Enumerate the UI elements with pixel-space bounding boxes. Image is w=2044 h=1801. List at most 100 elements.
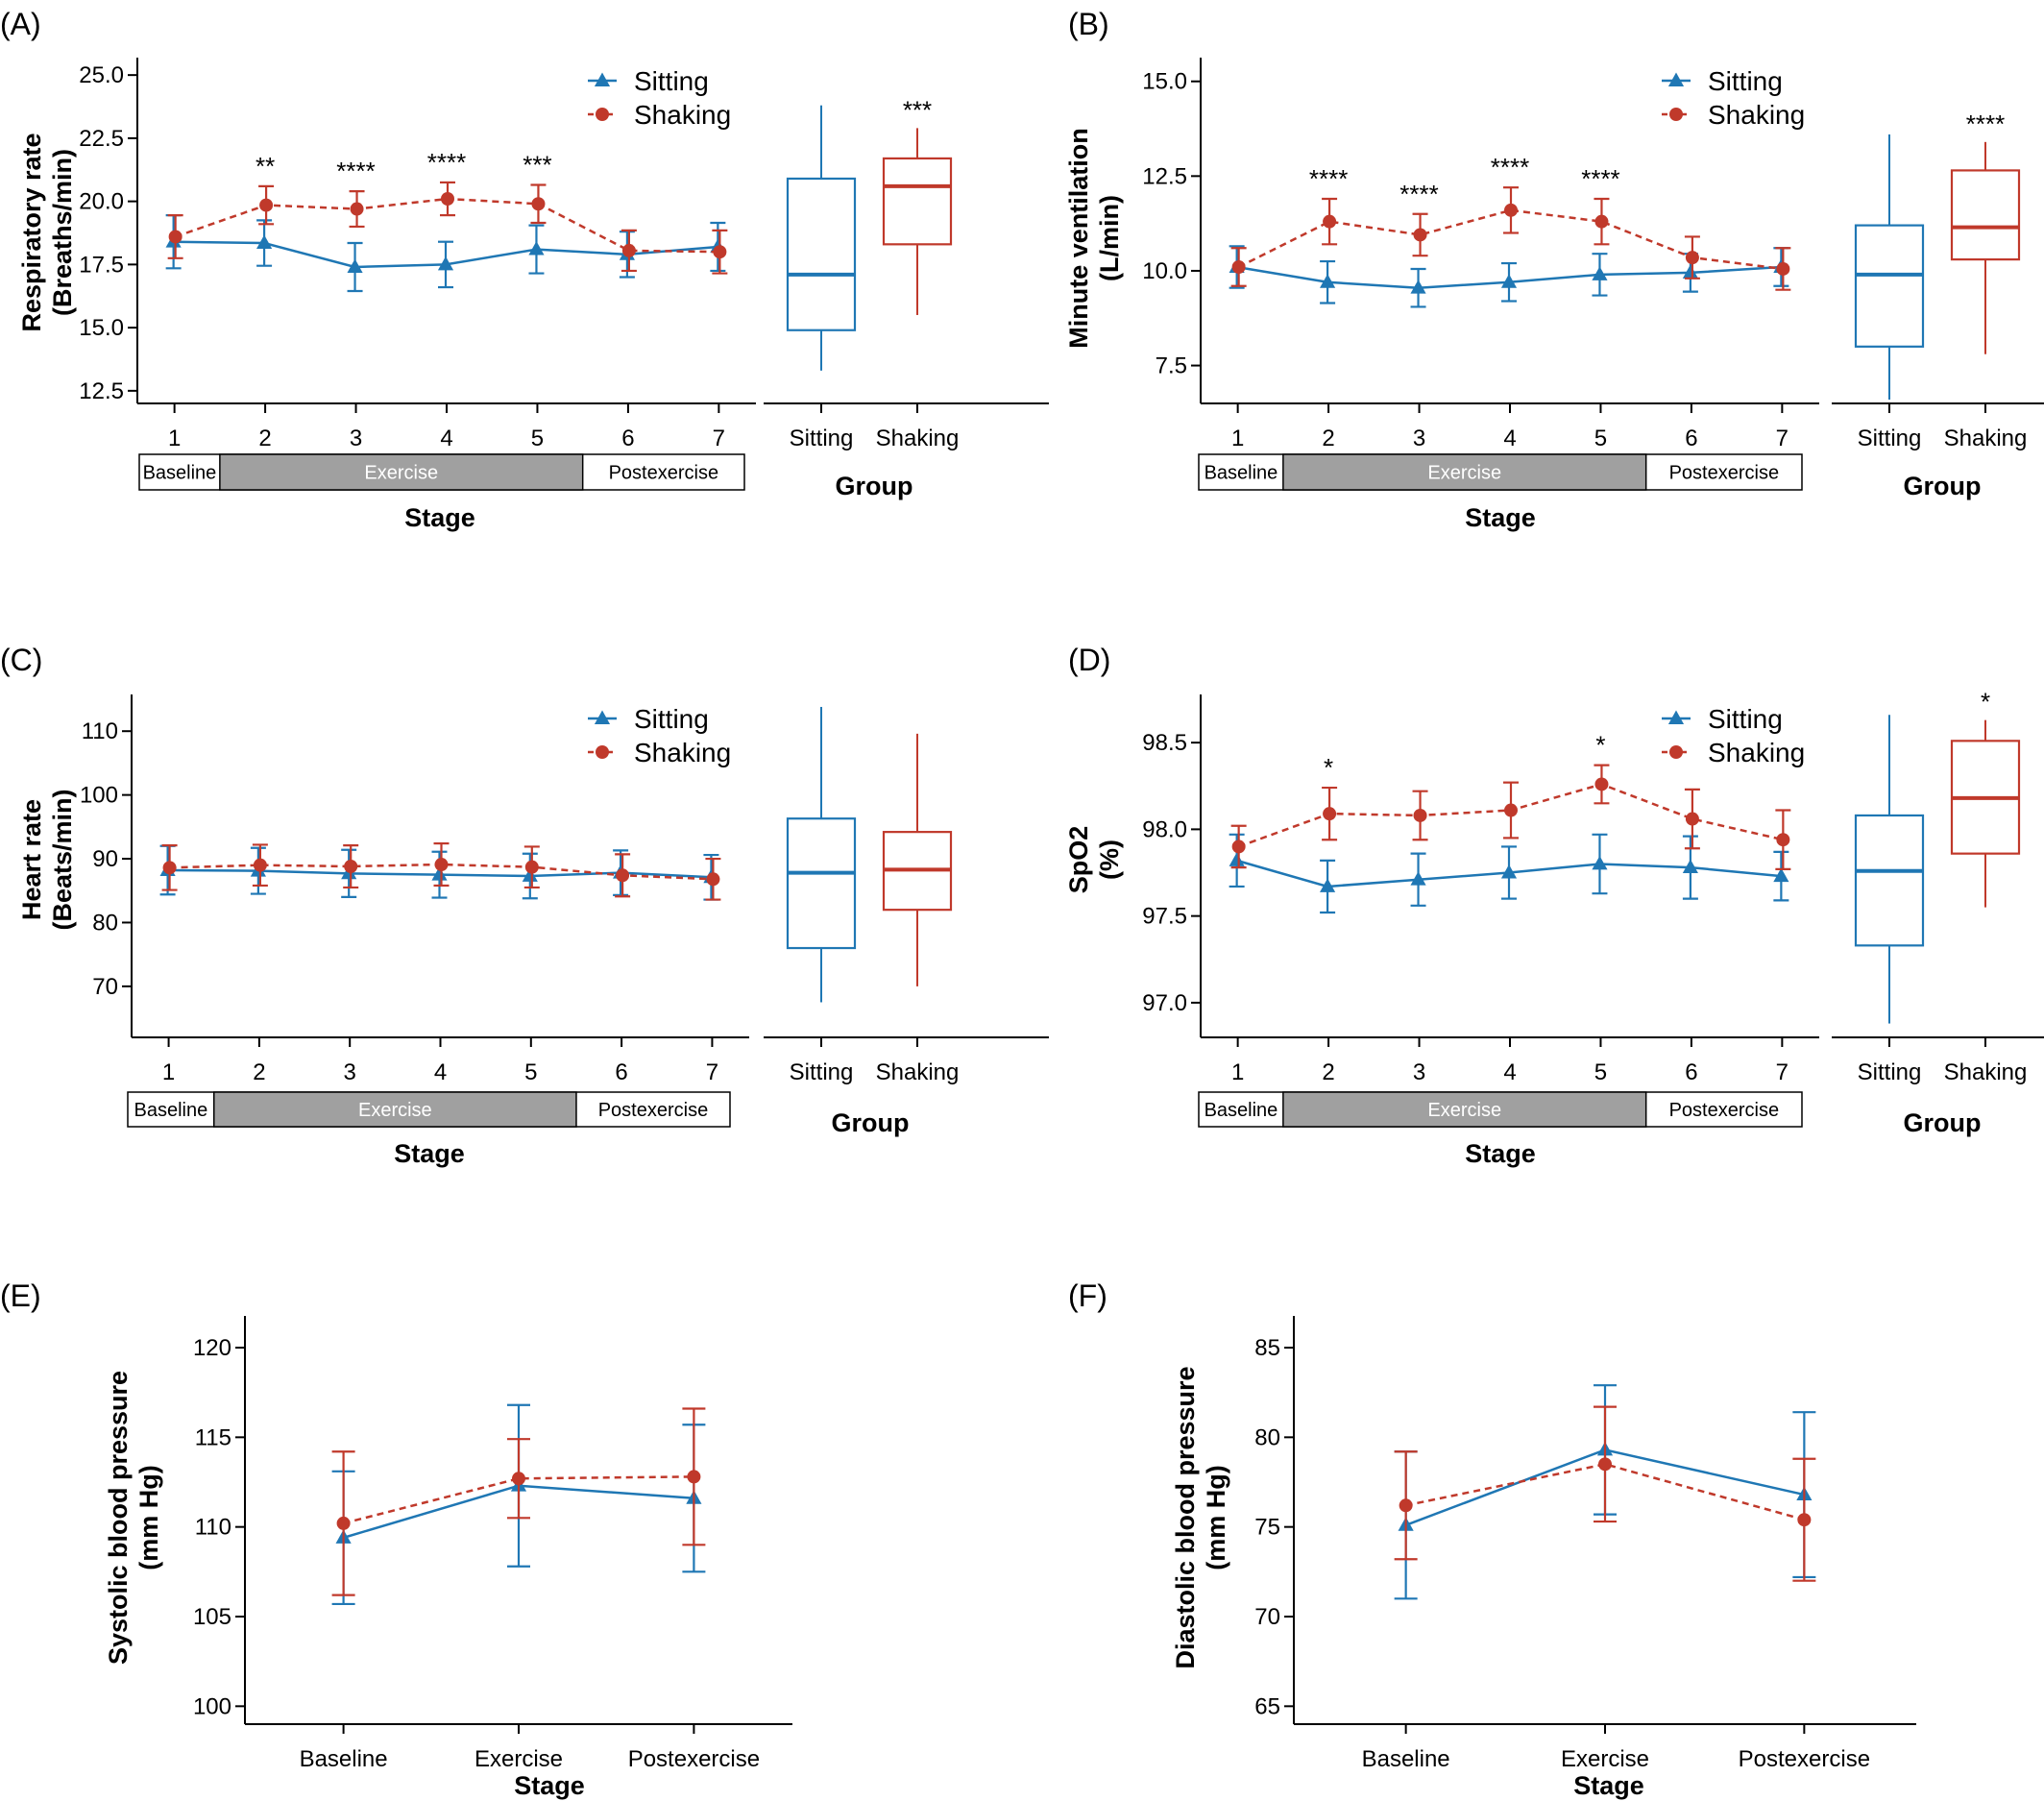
panel-label: (B) — [1068, 7, 1109, 41]
y-tick-label: 100 — [80, 783, 118, 809]
y-tick-label: 97.0 — [1142, 990, 1187, 1016]
y-tick-label: 25.0 — [79, 62, 124, 88]
x-tick-label: Postexercise — [1739, 1746, 1870, 1772]
y-tick-label: 97.5 — [1142, 904, 1187, 930]
shaking-point — [168, 230, 182, 244]
x-tick-label: Postexercise — [628, 1746, 760, 1772]
shaking-point — [1231, 260, 1246, 274]
shaking-point — [1776, 261, 1790, 276]
x-tick-label: 1 — [1231, 1059, 1244, 1085]
sitting-point — [347, 258, 363, 273]
shaking-point — [706, 872, 720, 887]
shaking-point — [441, 192, 454, 206]
x-tick-label: 3 — [344, 1059, 356, 1085]
legend-sitting-label: Sitting — [634, 704, 709, 734]
shaking-point — [1797, 1513, 1812, 1527]
sitting-point — [1320, 878, 1336, 892]
legend-shaking-marker — [596, 108, 609, 121]
y-tick-label: 70 — [1254, 1604, 1280, 1630]
shaking-point — [1413, 808, 1427, 822]
y-tick-label: 80 — [92, 910, 118, 936]
boxplot-significance-marker: * — [1981, 688, 1990, 717]
sitting-point — [1592, 855, 1608, 870]
boxplot-x-axis-title: Group — [832, 1108, 910, 1137]
shaking-point — [253, 858, 267, 872]
shaking-point — [1413, 228, 1427, 242]
sitting-point — [1682, 859, 1698, 874]
y-tick-label: 22.5 — [79, 126, 124, 152]
y-axis-title: Heart rate(Beats/min) — [17, 789, 77, 930]
shaking-point — [512, 1472, 525, 1486]
x-tick-label: Baseline — [1362, 1746, 1450, 1772]
panel-label: (F) — [1068, 1278, 1107, 1313]
panel-label: (C) — [0, 643, 42, 677]
x-tick-label: 6 — [1685, 1059, 1697, 1085]
shaking-point — [1231, 840, 1246, 854]
x-tick-label: 6 — [615, 1059, 627, 1085]
shaking-point — [336, 1516, 351, 1530]
x-tick-label: 3 — [350, 426, 362, 451]
shaking-point — [350, 202, 364, 216]
x-axis-title: Stage — [394, 1139, 465, 1168]
panel-label: (E) — [0, 1278, 41, 1313]
y-axis-title-line: (L/min) — [1095, 195, 1124, 281]
legend-shaking-label: Shaking — [1708, 100, 1805, 130]
y-tick-label: 15.0 — [1142, 69, 1187, 95]
x-tick-label: 3 — [1413, 1059, 1425, 1085]
legend-shaking-label: Shaking — [634, 738, 731, 767]
stage-band-label: Postexercise — [1669, 1100, 1780, 1121]
x-axis-title: Stage — [1465, 1139, 1536, 1168]
sitting-point — [1410, 871, 1426, 886]
y-tick-label: 90 — [92, 846, 118, 872]
y-axis-title-line: (%) — [1095, 840, 1124, 880]
legend-sitting-label: Sitting — [1708, 704, 1783, 734]
stage-band-label: Exercise — [364, 463, 438, 484]
legend-sitting-marker — [1667, 72, 1685, 86]
x-tick-label: 2 — [253, 1059, 265, 1085]
sitting-point — [431, 866, 448, 881]
legend-shaking-marker — [1669, 745, 1683, 759]
shaking-point — [531, 197, 546, 211]
y-tick-label: 98.0 — [1142, 816, 1187, 842]
x-tick-label: 5 — [531, 426, 544, 451]
panel-f: (F) 65 70 75 80 85 Baseline Exercise Postexercis… — [1068, 1278, 1916, 1800]
shaking-point — [344, 860, 358, 874]
shaking-point — [687, 1470, 701, 1484]
significance-marker: **** — [1491, 153, 1529, 182]
boxplot-x-tick-label: Sitting — [790, 426, 854, 451]
x-tick-label: 4 — [440, 426, 452, 451]
significance-marker: **** — [336, 157, 375, 185]
y-tick-label: 75 — [1254, 1515, 1280, 1541]
shaking-point — [616, 868, 630, 883]
significance-marker: **** — [1309, 164, 1348, 193]
y-axis-title-line: (mm Hg) — [1202, 1465, 1230, 1570]
x-tick-label: 4 — [1503, 1059, 1516, 1085]
y-tick-label: 15.0 — [79, 315, 124, 341]
x-tick-label: 1 — [162, 1059, 175, 1085]
boxplot-x-tick-label: Sitting — [1858, 1059, 1922, 1085]
x-tick-label: 2 — [1322, 1059, 1334, 1085]
boxplot-significance-marker: *** — [903, 95, 932, 124]
y-axis-title: SpO2(%) — [1064, 826, 1124, 894]
significance-marker: * — [1324, 753, 1333, 782]
legend-sitting-label: Sitting — [634, 66, 709, 96]
x-tick-label: 7 — [713, 426, 725, 451]
y-axis-title: Respiratory rate(Breaths/min) — [17, 133, 77, 331]
stage-band-label: Postexercise — [1669, 463, 1780, 484]
significance-marker: **** — [427, 148, 466, 177]
x-axis-title: Stage — [514, 1771, 585, 1800]
shaking-point — [1598, 1457, 1612, 1472]
panel-a: (A) 12.5 15.0 17.5 20.0 22.5 25.0 1 2 3 4 5 6 7 Respir… — [0, 7, 1049, 532]
y-tick-label: 12.5 — [1142, 163, 1187, 189]
sitting-box — [1854, 224, 1925, 348]
y-axis-title-line: (Breaths/min) — [48, 149, 77, 316]
shaking-point — [1504, 803, 1518, 817]
panel-label: (A) — [0, 7, 41, 41]
y-tick-label: 85 — [1254, 1335, 1280, 1361]
sitting-point — [528, 241, 545, 256]
y-axis-title: Systolic blood pressure(mm Hg) — [104, 1371, 163, 1665]
boxplot-x-tick-label: Shaking — [1944, 1059, 2028, 1085]
significance-marker: ** — [256, 152, 275, 181]
panel-e: (E) 100 105 110 115 120 Baseline Exercise Postex… — [0, 1278, 792, 1800]
sitting-box — [786, 177, 857, 331]
